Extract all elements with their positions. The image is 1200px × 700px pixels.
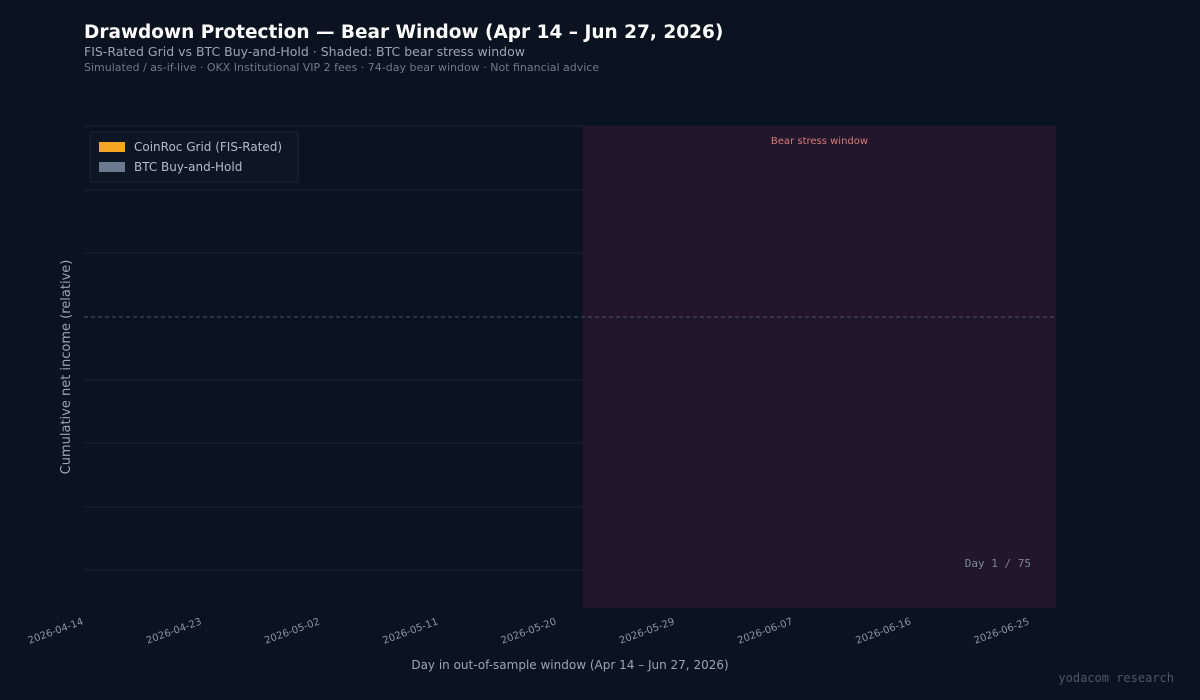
bear-window-label: Bear stress window bbox=[771, 136, 868, 147]
chart-title: Drawdown Protection — Bear Window (Apr 1… bbox=[84, 22, 724, 43]
x-tick-label: 2026-04-14 bbox=[27, 616, 85, 646]
bear-window-shading bbox=[583, 126, 1056, 608]
x-tick-label: 2026-06-16 bbox=[854, 616, 912, 646]
x-tick-label: 2026-05-02 bbox=[263, 616, 321, 646]
legend-label-grid: CoinRoc Grid (FIS-Rated) bbox=[134, 140, 282, 154]
x-tick-label: 2026-05-11 bbox=[381, 616, 439, 646]
chart-note: Simulated / as-if-live · OKX Institution… bbox=[84, 61, 600, 74]
legend-box bbox=[89, 131, 299, 183]
x-axis-label: Day in out-of-sample window (Apr 14 – Ju… bbox=[411, 658, 728, 672]
legend-swatch-grid bbox=[99, 142, 125, 152]
y-axis-label: Cumulative net income (relative) bbox=[59, 260, 74, 475]
watermark: yodacom research bbox=[1058, 671, 1174, 685]
legend: CoinRoc Grid (FIS-Rated) BTC Buy-and-Hol… bbox=[89, 131, 299, 183]
x-tick-label: 2026-05-29 bbox=[618, 616, 676, 646]
day-counter: Day 1 / 75 bbox=[965, 557, 1031, 570]
legend-swatch-btc bbox=[99, 162, 125, 172]
x-tick-label: 2026-05-20 bbox=[500, 616, 558, 646]
x-tick-label: 2026-06-25 bbox=[973, 616, 1031, 646]
x-axis-ticks: 2026-04-14 2026-04-23 2026-05-02 2026-05-11… bbox=[27, 616, 1031, 646]
legend-label-btc: BTC Buy-and-Hold bbox=[134, 160, 242, 174]
x-tick-label: 2026-04-23 bbox=[145, 616, 203, 646]
x-tick-label: 2026-06-07 bbox=[736, 616, 794, 646]
chart-subtitle: FIS-Rated Grid vs BTC Buy-and-Hold · Sha… bbox=[84, 44, 525, 59]
